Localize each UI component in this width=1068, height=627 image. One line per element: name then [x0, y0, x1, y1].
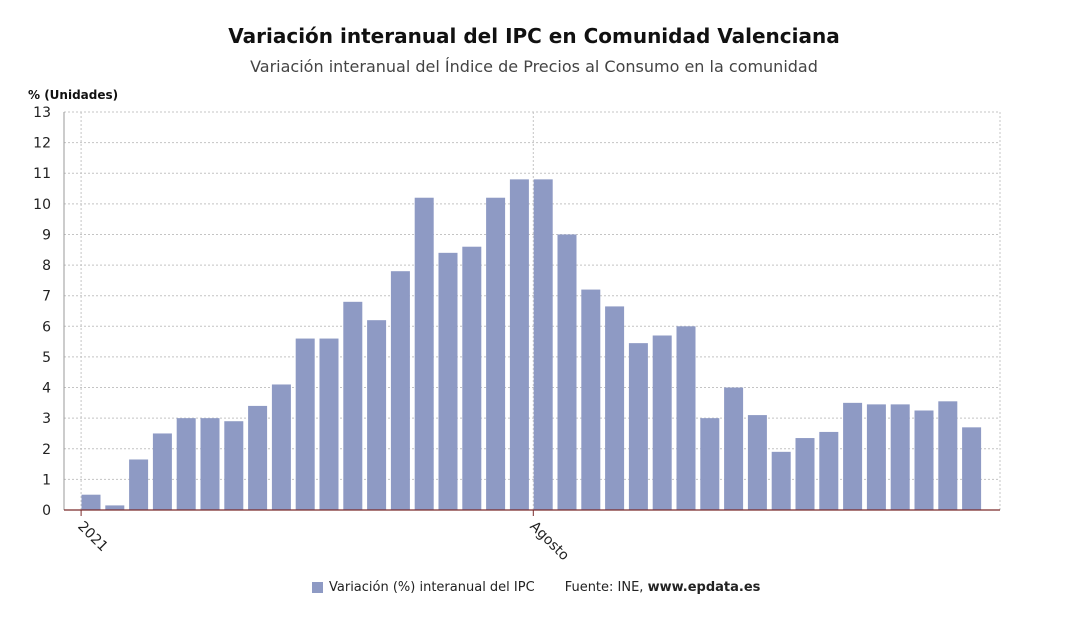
bar: [414, 197, 434, 510]
bar: [486, 197, 506, 510]
bar: [271, 384, 291, 510]
y-tick-label: 11: [33, 166, 51, 182]
bar: [129, 459, 149, 510]
y-tick-label: 9: [42, 227, 51, 243]
bar: [462, 246, 482, 510]
bar: [628, 343, 648, 510]
bar: [533, 179, 553, 510]
y-tick-label: 3: [42, 411, 51, 427]
bar: [390, 271, 410, 510]
bar: [652, 335, 672, 510]
y-tick-label: 0: [42, 503, 51, 519]
y-tick-label: 8: [42, 258, 51, 274]
bar: [152, 433, 172, 510]
bar: [605, 306, 625, 510]
bar: [938, 401, 958, 510]
chart-subtitle: Variación interanual del Índice de Preci…: [250, 57, 818, 76]
bar: [295, 338, 315, 510]
bar: [676, 326, 696, 510]
chart-title: Variación interanual del IPC en Comunida…: [228, 24, 840, 48]
y-tick-label: 12: [33, 136, 51, 152]
bar: [343, 301, 363, 510]
bar: [557, 234, 577, 510]
x-tick-label: Agosto: [526, 519, 572, 565]
legend: Variación (%) interanual del IPC Fuente:…: [312, 580, 760, 595]
bar: [843, 402, 863, 510]
bar: [771, 451, 791, 510]
source-site: www.epdata.es: [647, 580, 761, 595]
y-tick-label: 5: [42, 350, 51, 366]
bar: [176, 418, 196, 510]
bar: [962, 427, 982, 510]
source-note: Fuente: INE, www.epdata.es: [565, 580, 761, 595]
bar: [724, 387, 744, 510]
y-tick-label: 1: [42, 472, 51, 488]
bar: [866, 404, 886, 510]
bar: [224, 421, 244, 510]
bars-layer: [81, 179, 982, 511]
legend-series-label: Variación (%) interanual del IPC: [329, 580, 535, 595]
bar: [747, 415, 767, 510]
bar: [914, 410, 934, 510]
bar: [890, 404, 910, 510]
bar: [319, 338, 339, 510]
y-axis-label: % (Unidades): [28, 88, 119, 102]
bar: [105, 505, 125, 510]
bar: [248, 405, 268, 510]
y-tick-label: 10: [33, 197, 51, 213]
bar: [795, 438, 815, 510]
bar: [581, 289, 601, 510]
bar: [819, 431, 839, 510]
y-tick-label: 4: [42, 381, 51, 397]
y-tick-label: 2: [42, 442, 51, 458]
bar: [200, 418, 220, 510]
grid-layer: [64, 111, 1001, 510]
bar: [438, 252, 458, 511]
bar: [367, 320, 387, 510]
y-tick-label: 7: [42, 289, 51, 305]
bar: [509, 179, 529, 510]
source-prefix: Fuente: INE,: [564, 580, 648, 595]
x-tick-label: 2021: [74, 519, 111, 556]
bar: [81, 494, 101, 510]
legend-swatch: [312, 582, 323, 593]
bar: [700, 418, 720, 510]
y-tick-label: 13: [33, 105, 51, 121]
y-tick-label: 6: [42, 319, 51, 335]
